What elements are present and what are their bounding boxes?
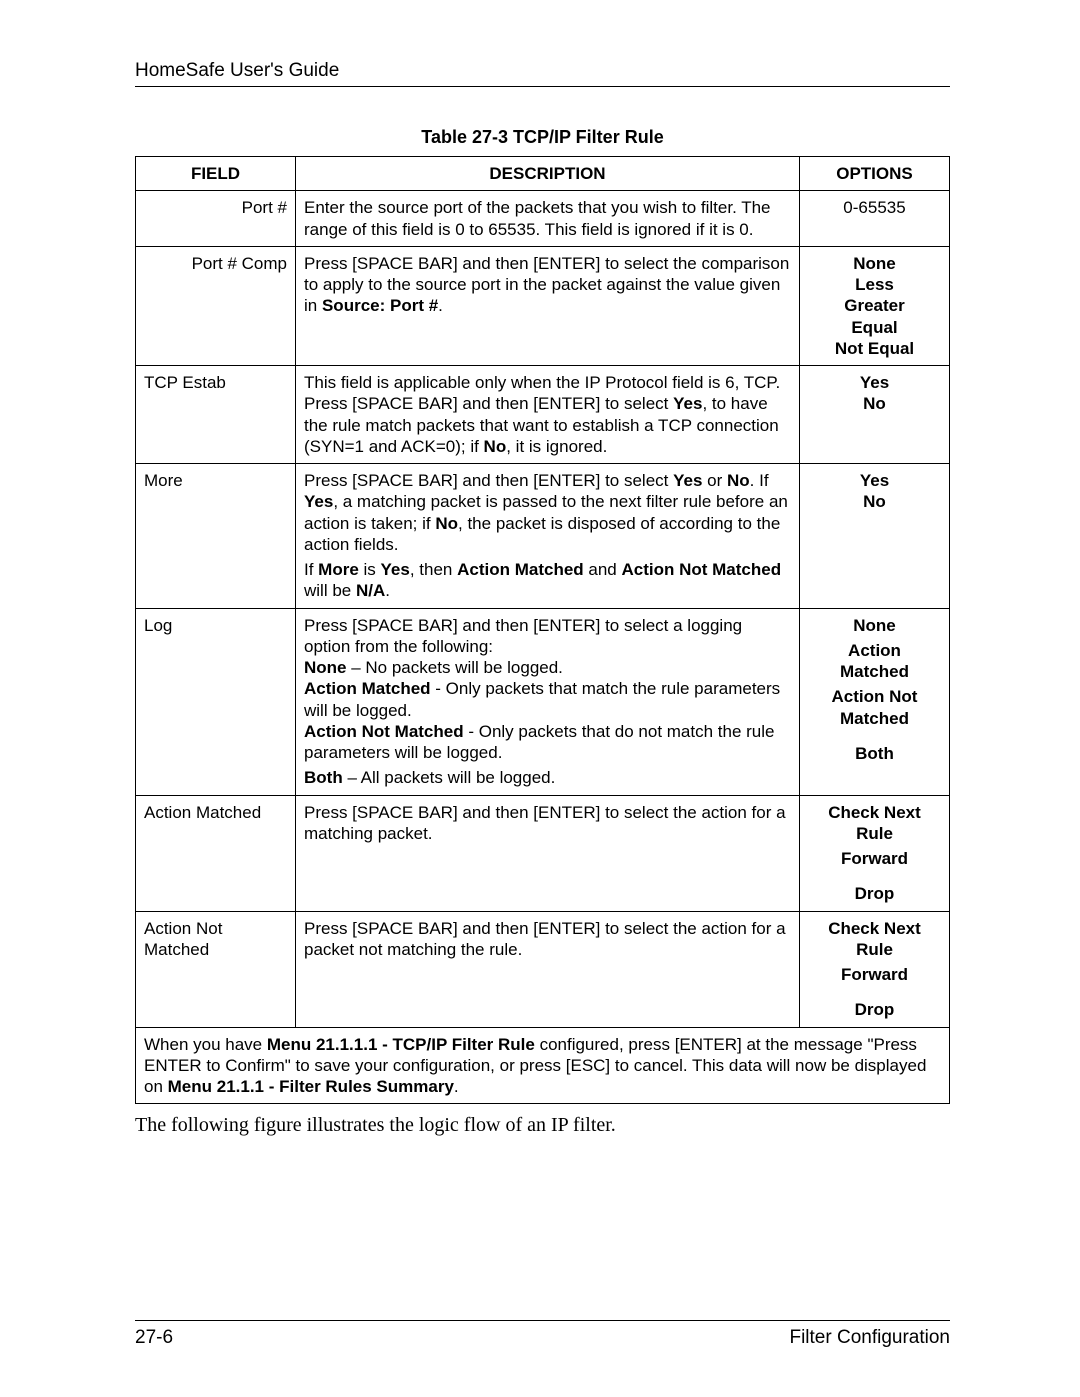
filter-rule-table: FIELD DESCRIPTION OPTIONS Port #Enter th… [135, 156, 950, 1104]
description-cell: Press [SPACE BAR] and then [ENTER] to se… [296, 464, 800, 609]
options-cell: Check NextRuleForwardDrop [800, 911, 950, 1027]
table-row: Port #Enter the source port of the packe… [136, 191, 950, 247]
col-header-field: FIELD [136, 157, 296, 191]
options-cell: NoneActionMatchedAction NotMatchedBoth [800, 608, 950, 795]
body-paragraph: The following figure illustrates the log… [135, 1114, 950, 1137]
options-cell: Check NextRuleForwardDrop [800, 795, 950, 911]
options-cell: 0-65535 [800, 191, 950, 247]
table-row: LogPress [SPACE BAR] and then [ENTER] to… [136, 608, 950, 795]
section-name: Filter Configuration [789, 1327, 950, 1349]
description-cell: This field is applicable only when the I… [296, 366, 800, 464]
col-header-options: OPTIONS [800, 157, 950, 191]
table-row: Action Not MatchedPress [SPACE BAR] and … [136, 911, 950, 1027]
description-cell: Press [SPACE BAR] and then [ENTER] to se… [296, 608, 800, 795]
field-cell: Action Matched [136, 795, 296, 911]
table-footer-note: When you have Menu 21.1.1.1 - TCP/IP Fil… [136, 1027, 950, 1104]
options-cell: YesNo [800, 464, 950, 609]
table-row: TCP EstabThis field is applicable only w… [136, 366, 950, 464]
header-title: HomeSafe User's Guide [135, 60, 950, 82]
options-cell: NoneLessGreaterEqualNot Equal [800, 246, 950, 365]
field-cell: Port # [136, 191, 296, 247]
table-header-row: FIELD DESCRIPTION OPTIONS [136, 157, 950, 191]
col-header-description: DESCRIPTION [296, 157, 800, 191]
table-row: Port # CompPress [SPACE BAR] and then [E… [136, 246, 950, 365]
header-rule [135, 86, 950, 87]
description-cell: Press [SPACE BAR] and then [ENTER] to se… [296, 795, 800, 911]
table-caption: Table 27-3 TCP/IP Filter Rule [135, 127, 950, 148]
field-cell: TCP Estab [136, 366, 296, 464]
table-footer-row: When you have Menu 21.1.1.1 - TCP/IP Fil… [136, 1027, 950, 1104]
footer-rule [135, 1320, 950, 1321]
page-footer: 27-6 Filter Configuration [135, 1312, 950, 1349]
field-cell: More [136, 464, 296, 609]
description-cell: Press [SPACE BAR] and then [ENTER] to se… [296, 911, 800, 1027]
options-cell: YesNo [800, 366, 950, 464]
field-cell: Action Not Matched [136, 911, 296, 1027]
table-row: Action MatchedPress [SPACE BAR] and then… [136, 795, 950, 911]
field-cell: Port # Comp [136, 246, 296, 365]
description-cell: Press [SPACE BAR] and then [ENTER] to se… [296, 246, 800, 365]
table-row: MorePress [SPACE BAR] and then [ENTER] t… [136, 464, 950, 609]
page-number: 27-6 [135, 1327, 173, 1349]
description-cell: Enter the source port of the packets tha… [296, 191, 800, 247]
field-cell: Log [136, 608, 296, 795]
